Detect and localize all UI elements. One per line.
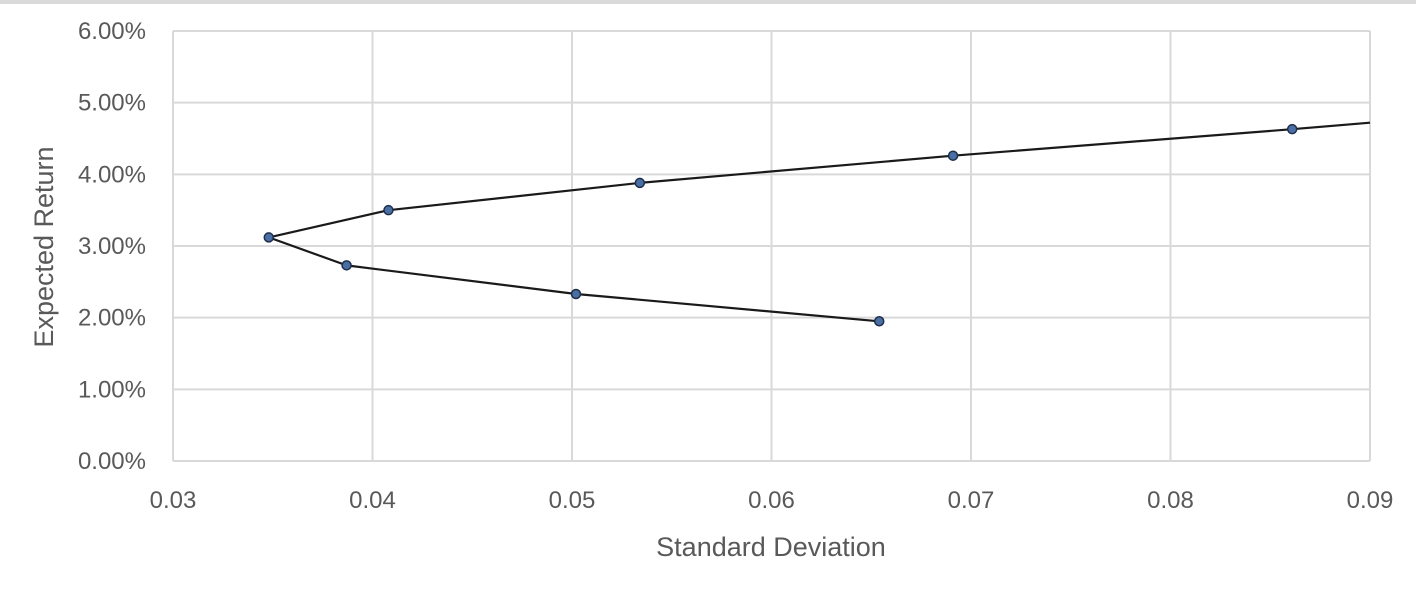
top-border <box>0 0 1416 4</box>
y-tick-label: 0.00% <box>78 448 146 475</box>
x-tick-label: 0.03 <box>150 487 197 514</box>
x-tick-label: 0.07 <box>948 487 995 514</box>
y-tick-label: 2.00% <box>78 305 146 332</box>
series-line <box>267 121 1371 323</box>
x-axis-ticks: 0.03 0.04 0.05 0.06 0.07 0.08 0.09 <box>150 487 1394 514</box>
y-tick-label: 3.00% <box>78 233 146 260</box>
y-tick-label: 5.00% <box>78 90 146 117</box>
y-tick-label: 1.00% <box>78 376 146 403</box>
data-point <box>947 150 959 161</box>
data-point <box>570 288 582 300</box>
data-point <box>873 316 885 327</box>
x-tick-label: 0.04 <box>349 487 396 514</box>
x-tick-label: 0.06 <box>748 487 795 514</box>
x-tick-label: 0.05 <box>549 487 596 514</box>
data-point <box>263 232 275 243</box>
x-tick-label: 0.09 <box>1347 487 1394 514</box>
y-tick-label: 6.00% <box>78 18 146 45</box>
data-point <box>1286 123 1298 135</box>
series-group <box>263 121 1371 327</box>
data-point <box>634 177 646 189</box>
data-point <box>383 204 394 216</box>
y-axis-ticks: 0.00% 1.00% 2.00% 3.00% 4.00% 5.00% 6.00% <box>78 18 146 475</box>
x-axis-title: Standard Deviation <box>656 532 886 562</box>
data-point <box>341 260 352 271</box>
x-tick-label: 0.08 <box>1147 487 1194 514</box>
y-axis-title: Expected Return <box>29 146 59 347</box>
gridlines <box>172 30 1371 462</box>
y-tick-label: 4.00% <box>78 161 146 188</box>
